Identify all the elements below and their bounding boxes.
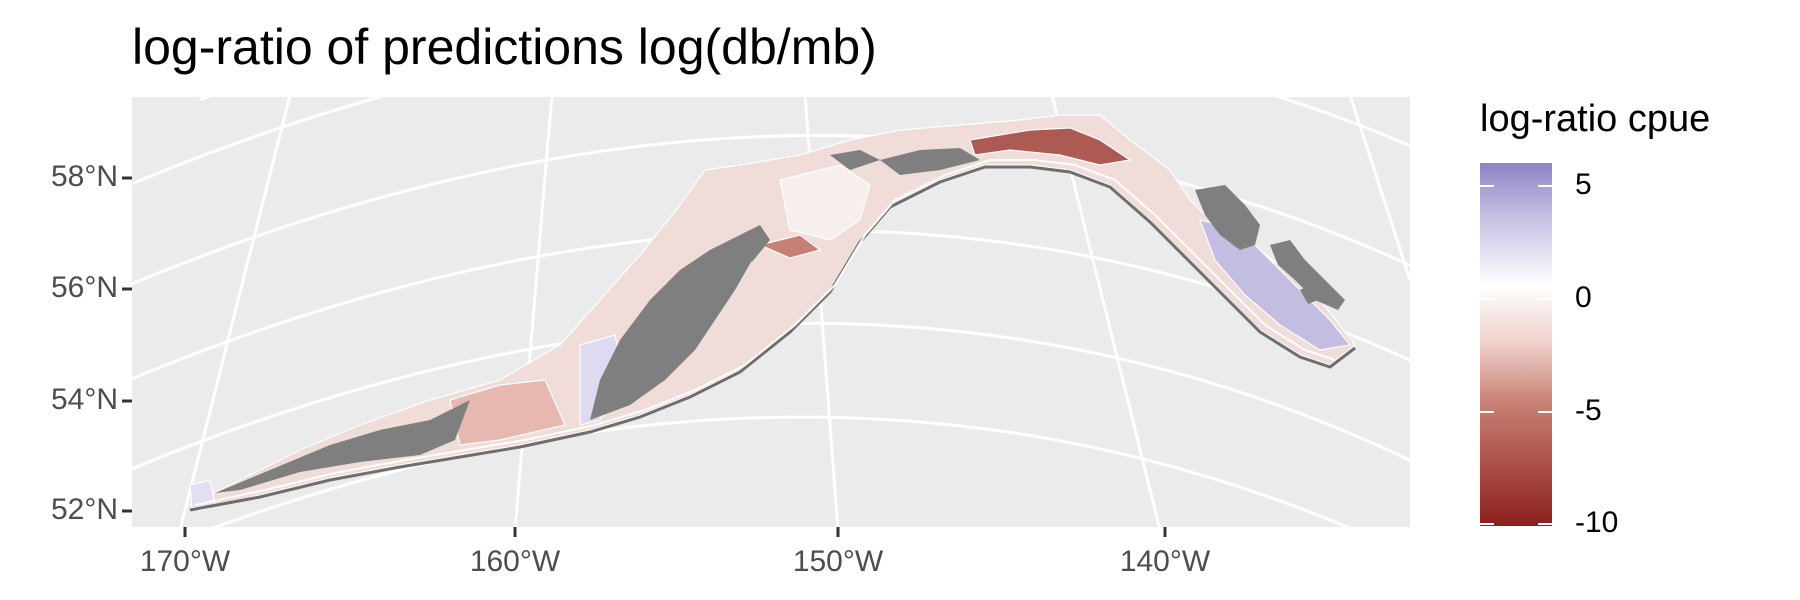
legend-tick-mark (1480, 523, 1494, 525)
legend-tick-mark (1538, 185, 1552, 187)
plot-title: log-ratio of predictions log(db/mb) (132, 19, 877, 75)
land (215, 148, 1345, 493)
legend-tick-mark (1538, 411, 1552, 413)
alaska-peninsula-mid (590, 235, 755, 420)
lat-tick-52: 52°N (50, 493, 118, 526)
lat-tick-56: 56°N (50, 271, 118, 304)
southeast-panhandle (1195, 185, 1260, 250)
shelf-red-3 (758, 234, 822, 259)
lon-tick-140: 140°W (1119, 545, 1211, 578)
lon-tick-150: 150°W (792, 545, 884, 578)
coastline-north (830, 150, 880, 170)
kenai-peninsula (880, 148, 980, 175)
y-axis-ticks (122, 176, 132, 513)
alaska-peninsula (215, 400, 470, 493)
shelf-purple-east (1199, 219, 1352, 351)
kodiak-region (740, 225, 770, 262)
x-axis-ticks (183, 527, 1167, 537)
legend-colorbar (1480, 163, 1552, 526)
legend-tick-mark (1480, 298, 1494, 300)
shelf-light-center (779, 164, 871, 241)
legend-label-5: 5 (1575, 168, 1592, 201)
legend-tick-mark (1538, 298, 1552, 300)
legend-label-neg10: -10 (1575, 506, 1619, 539)
legend-tick-mark (1480, 411, 1494, 413)
lon-tick-160: 160°W (469, 545, 561, 578)
legend-tick-mark (1538, 523, 1552, 525)
shelf-pink-west (449, 379, 566, 446)
lat-tick-54: 54°N (50, 383, 118, 416)
legend-title: log-ratio cpue (1480, 98, 1711, 140)
lon-tick-170: 170°W (139, 545, 231, 578)
island-small-1 (1300, 285, 1318, 304)
slope-edge (194, 159, 1336, 506)
legend-label-0: 0 (1575, 281, 1592, 314)
southeast-islands (1270, 240, 1345, 310)
legend-tick-mark (1480, 185, 1494, 187)
lat-tick-58: 58°N (50, 160, 118, 193)
legend-label-neg5: -5 (1575, 394, 1602, 427)
shelf-dark-red-2 (969, 127, 1132, 166)
